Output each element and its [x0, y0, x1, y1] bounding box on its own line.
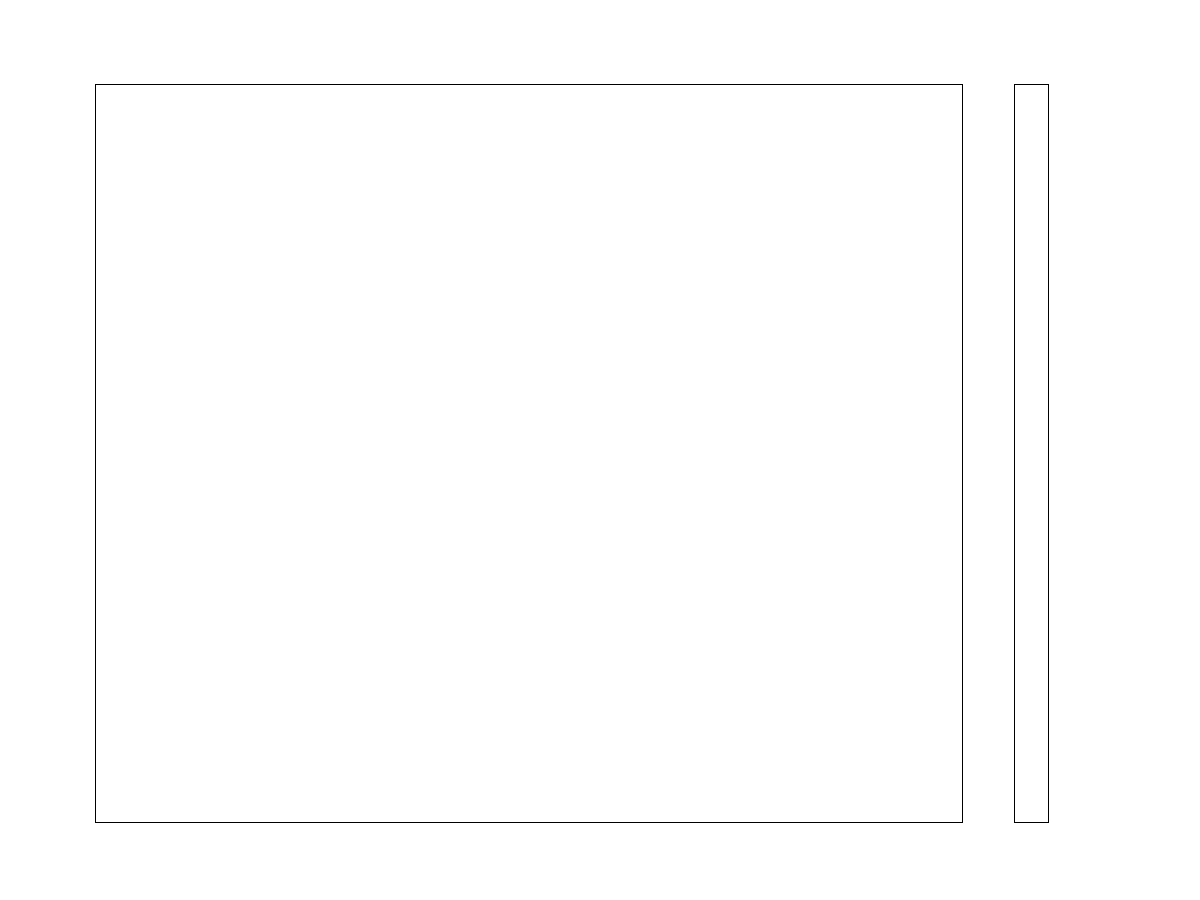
colorbar: [1014, 84, 1049, 823]
ionogram-heatmap-canvas: [96, 85, 962, 822]
plot-area: [95, 84, 963, 823]
colorbar-gradient-canvas: [1015, 85, 1048, 822]
